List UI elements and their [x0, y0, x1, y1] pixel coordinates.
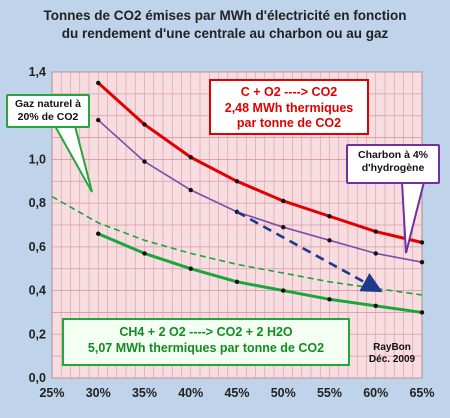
carbon-reaction-line-2: 2,48 MWh thermiques: [224, 100, 354, 115]
gas-series-point: [373, 303, 378, 309]
gaz-callout-line-2: 20% de CO2: [17, 111, 79, 124]
y-tick-label: 0,4: [29, 284, 46, 298]
x-tick-label: 25%: [39, 386, 64, 400]
carbon-series-point: [142, 122, 147, 127]
y-tick-label: 1,4: [29, 65, 46, 79]
charbon-h-series-point: [281, 224, 286, 230]
carbon-reaction-line-3: par tonne de CO2: [236, 116, 342, 131]
gas-series-point: [327, 297, 332, 302]
gas-series-point: [281, 288, 286, 293]
y-tick-label: 0,0: [29, 371, 46, 385]
charbon-callout: Charbon à 4% d'hydrogène: [346, 144, 440, 184]
efficiency-arrow: [236, 210, 383, 293]
methane-reaction-line-2: 5,07 MWh thermiques par tonne de CO2: [87, 340, 325, 355]
carbon-series-point: [419, 240, 425, 245]
author-credit: RayBon Déc. 2009: [362, 342, 422, 365]
gas-series-point: [96, 231, 101, 236]
carbon-series-point: [373, 229, 378, 234]
chart-title-line-1: Tonnes de CO2 émises par MWh d'électrici…: [43, 8, 406, 23]
credit-date: Déc. 2009: [368, 353, 416, 365]
charbon-h-series-point: [96, 117, 101, 123]
carbon-series-point: [96, 80, 101, 86]
y-tick-label: 0,6: [29, 240, 46, 254]
methane-reaction-box: CH4 + 2 O2 ----> CO2 + 2 H2O 5,07 MWh th…: [62, 318, 350, 366]
gas-series-point: [188, 266, 193, 271]
gas-series-line: [97, 232, 423, 314]
charbon-h-series-point: [419, 259, 425, 265]
gaz-naturel-callout: Gaz naturel à 20% de CO2: [6, 94, 90, 128]
x-tick-label: 45%: [224, 386, 249, 400]
charbon-h-series-point: [188, 187, 193, 193]
x-tick-label: 50%: [271, 386, 296, 400]
x-tick-label: 30%: [86, 386, 111, 400]
x-tick-label: 35%: [132, 386, 157, 400]
carbon-series-point: [327, 214, 332, 219]
x-tick-label: 65%: [409, 386, 434, 400]
carbon-series-point: [234, 179, 240, 184]
charbon-callout-line-1: Charbon à 4%: [357, 149, 428, 161]
y-tick-label: 1,0: [29, 152, 46, 166]
gas-series-point: [142, 251, 147, 256]
y-tick-label: 0,8: [29, 196, 46, 210]
charbon-h-series-point: [327, 238, 332, 243]
charbon-h-series-point: [373, 251, 378, 256]
arrow-layer: [236, 210, 383, 293]
carbon-series-line: [97, 81, 423, 244]
charbon-callout-line-2: d'hydrogène: [361, 162, 425, 175]
methane-reaction-line-1: CH4 + 2 O2 ----> CO2 + 2 H2O: [119, 325, 293, 339]
x-tick-label: 55%: [317, 386, 342, 400]
chart-title-line-2: du rendement d'une centrale au charbon o…: [62, 26, 389, 41]
carbon-series-point: [281, 198, 286, 204]
carbon-reaction-box: C + O2 ----> CO2 2,48 MWh thermiques par…: [209, 79, 369, 135]
gas-series-point: [419, 310, 425, 315]
carbon-series-point: [188, 155, 193, 160]
gas-series-point: [234, 279, 240, 285]
x-tick-label: 60%: [363, 386, 388, 400]
x-tick-label: 40%: [178, 386, 203, 400]
credit-name: RayBon: [373, 342, 411, 353]
gaz-callout-line-1: Gaz naturel à: [15, 98, 81, 110]
y-tick-label: 0,2: [29, 327, 46, 341]
carbon-reaction-line-1: C + O2 ----> CO2: [240, 85, 338, 99]
charbon-h-series-line: [97, 119, 423, 263]
charbon-h-series-point: [142, 159, 147, 164]
